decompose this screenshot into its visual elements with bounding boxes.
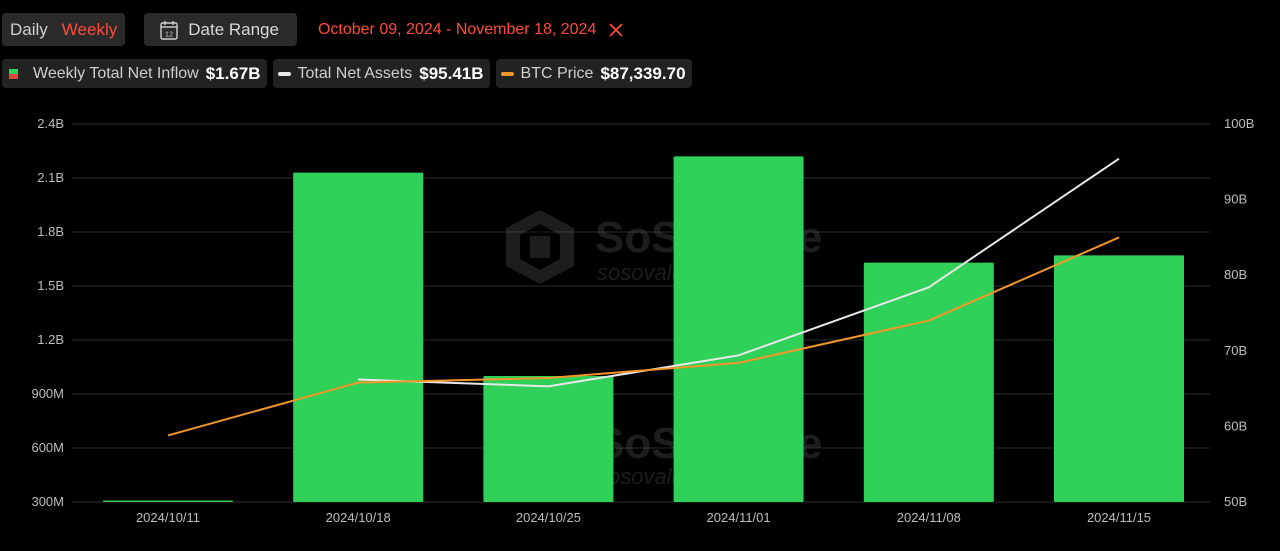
daily-tab[interactable]: Daily [10,19,48,39]
x-tick-label: 2024/10/11 [136,510,200,525]
clear-range-icon[interactable] [608,22,624,38]
legend-btc[interactable]: BTC Price $87,339.70 [495,59,692,88]
left-tick-label: 2.1B [37,170,64,185]
left-tick-label: 600M [31,440,64,455]
legend-assets[interactable]: Total Net Assets $95.41B [272,59,490,88]
x-tick-label: 2024/10/25 [516,510,581,525]
watermark-logo-icon [506,210,574,284]
date-range-button[interactable]: 12 Date Range [144,13,297,46]
selected-range: October 09, 2024 - November 18, 2024 [317,20,597,38]
bars [103,156,1184,503]
bar[interactable] [1054,255,1184,502]
x-tick-label: 2024/11/08 [897,510,961,525]
x-tick-label: 2024/10/18 [326,510,391,525]
interval-toggle: Daily Weekly [2,13,126,46]
btc-price-line[interactable] [167,236,1120,437]
legend-btc-label: BTC Price [520,64,594,82]
x-tick-label: 2024/11/01 [707,510,771,525]
calendar-day: 12 [165,29,173,38]
gridlines [72,123,1210,503]
inflow-swatch-icon [9,68,18,79]
left-tick-label: 2.4B [37,116,64,131]
bar[interactable] [863,262,994,502]
lines [167,157,1120,437]
right-tick-label: 50B [1224,494,1247,509]
assets-swatch-icon [277,71,291,76]
legend: Weekly Total Net Inflow $1.67B Total Net… [2,59,692,88]
right-tick-label: 100B [1224,116,1254,131]
btc-swatch-icon [500,71,514,76]
left-tick-label: 1.8B [37,224,64,239]
weekly-tab[interactable]: Weekly [61,19,118,39]
toolbar: Daily Weekly 12 Date Range October 09, 2… [2,13,624,46]
left-tick-label: 300M [31,494,64,509]
left-tick-label: 1.5B [37,278,64,293]
right-axis: 50B 60B 70B 80B 90B 100B [1224,116,1254,509]
legend-assets-value: $95.41B [419,63,484,83]
left-tick-label: 900M [31,386,64,401]
right-tick-label: 60B [1224,418,1247,433]
right-tick-label: 80B [1224,267,1247,282]
bar[interactable] [293,172,424,502]
legend-btc-value: $87,339.70 [600,63,686,83]
legend-inflow[interactable]: Weekly Total Net Inflow $1.67B [2,59,267,88]
x-axis: 2024/10/11 2024/10/18 2024/10/25 2024/11/01… [136,510,1151,525]
right-tick-label: 70B [1224,343,1247,358]
calendar-icon: 12 [160,20,178,40]
left-tick-label: 1.2B [37,332,64,347]
right-tick-label: 90B [1224,192,1247,207]
legend-inflow-value: $1.67B [205,63,261,83]
bar[interactable] [483,376,614,502]
legend-inflow-label: Weekly Total Net Inflow [33,64,199,82]
bar[interactable] [103,500,233,503]
bar[interactable] [673,156,804,502]
date-range-label: Date Range [188,19,279,39]
left-axis: 300M 600M 900M 1.2B 1.5B 1.8B 2.1B 2.4B [31,116,64,509]
net-assets-line[interactable] [358,157,1120,388]
x-tick-label: 2024/11/15 [1087,510,1151,525]
legend-assets-label: Total Net Assets [297,64,413,82]
